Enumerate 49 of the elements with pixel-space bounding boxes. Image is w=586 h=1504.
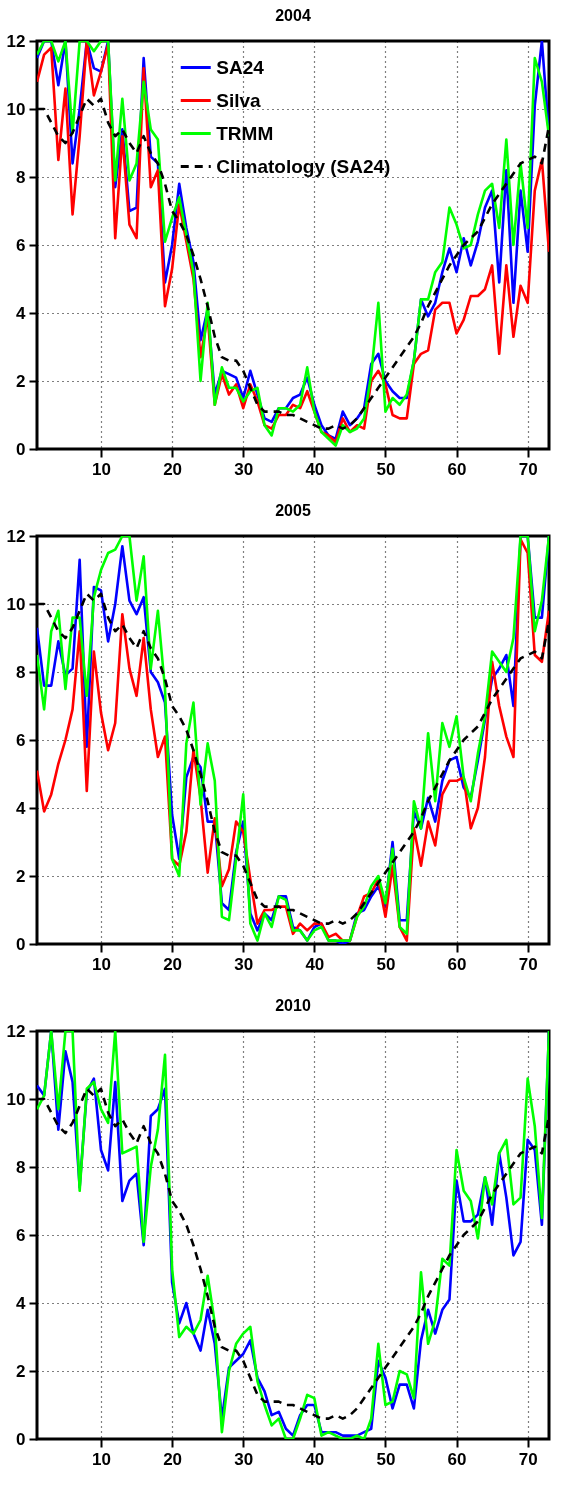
x-tick-label: 50 [376, 459, 396, 479]
chart-title: 2010 [275, 997, 311, 1014]
x-tick-label: 50 [376, 1449, 396, 1469]
x-tick-label: 70 [518, 954, 538, 974]
x-tick-label: 30 [234, 459, 254, 479]
legend-label: TRMM [216, 122, 274, 144]
y-tick-label: 2 [16, 866, 26, 886]
x-tick-label: 30 [234, 1449, 254, 1469]
x-tick-label: 50 [376, 954, 396, 974]
y-tick-label: 8 [16, 167, 26, 187]
x-tick-label: 20 [163, 954, 183, 974]
chart-title: 2005 [275, 502, 311, 519]
x-tick-label: 20 [163, 1449, 183, 1469]
y-tick-label: 6 [16, 1225, 26, 1245]
y-tick-label: 2 [16, 371, 26, 391]
legend-label: Climatology (SA24) [216, 155, 391, 177]
y-tick-label: 4 [16, 798, 27, 818]
y-tick-label: 12 [6, 31, 26, 51]
y-tick-label: 0 [16, 934, 26, 954]
y-tick-label: 12 [6, 526, 26, 546]
x-tick-label: 40 [305, 954, 325, 974]
x-tick-label: 10 [92, 459, 111, 479]
legend-label: Silva [216, 89, 262, 111]
y-tick-label: 10 [6, 99, 26, 119]
x-tick-label: 40 [305, 1449, 325, 1469]
x-tick-label: 40 [305, 459, 325, 479]
y-tick-label: 6 [16, 235, 26, 255]
y-tick-label: 10 [6, 594, 26, 614]
y-tick-label: 4 [16, 1293, 27, 1313]
x-tick-label: 30 [234, 954, 254, 974]
y-tick-label: 2 [16, 1361, 26, 1381]
y-tick-label: 8 [16, 1157, 26, 1177]
y-tick-label: 6 [16, 730, 26, 750]
y-tick-label: 0 [16, 1429, 26, 1449]
y-tick-label: 8 [16, 662, 26, 682]
chart-title: 2004 [275, 7, 311, 24]
x-tick-label: 20 [163, 459, 183, 479]
y-tick-label: 12 [6, 1021, 26, 1041]
y-tick-label: 4 [16, 303, 27, 323]
x-tick-label: 70 [518, 459, 538, 479]
x-tick-label: 70 [518, 1449, 538, 1469]
y-tick-label: 0 [16, 439, 26, 459]
x-tick-label: 60 [447, 1449, 467, 1469]
x-tick-label: 10 [92, 954, 111, 974]
x-tick-label: 60 [447, 459, 467, 479]
legend-label: SA24 [216, 56, 265, 78]
x-tick-label: 60 [447, 954, 467, 974]
x-tick-label: 10 [92, 1449, 111, 1469]
y-tick-label: 10 [6, 1089, 26, 1109]
